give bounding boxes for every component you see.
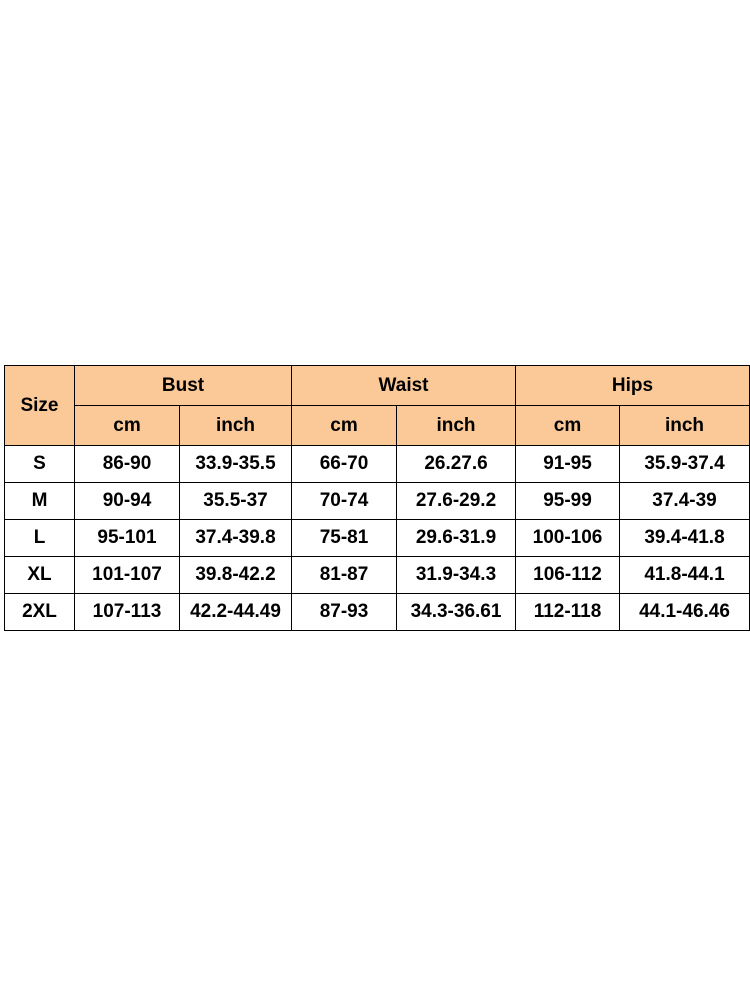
measure-cell: 106-112 — [515, 556, 621, 594]
size-table: Size Bust Waist Hips cm inch cm inch cm inch S 86-9… — [4, 365, 750, 631]
measure-cell: 35.5-37 — [178, 482, 293, 520]
size-cell: L — [4, 519, 75, 557]
measure-cell: 39.8-42.2 — [178, 556, 293, 594]
measure-cell: 90-94 — [74, 482, 180, 520]
measure-cell: 91-95 — [515, 445, 621, 483]
measure-cell: 37.4-39.8 — [178, 519, 293, 557]
measure-cell: 26.27.6 — [396, 445, 517, 483]
unit-header: cm — [74, 405, 180, 446]
measure-cell: 75-81 — [291, 519, 398, 557]
measure-cell: 101-107 — [74, 556, 180, 594]
size-cell: M — [4, 482, 75, 520]
measure-cell: 87-93 — [291, 593, 398, 631]
measure-cell: 39.4-41.8 — [619, 519, 750, 557]
measure-cell: 37.4-39 — [619, 482, 750, 520]
unit-header: cm — [291, 405, 398, 446]
measure-cell: 29.6-31.9 — [396, 519, 517, 557]
measure-cell: 112-118 — [515, 593, 621, 631]
measure-cell: 81-87 — [291, 556, 398, 594]
measure-cell: 35.9-37.4 — [619, 445, 750, 483]
measure-cell: 107-113 — [74, 593, 180, 631]
size-cell: XL — [4, 556, 75, 594]
unit-row: cm inch cm inch cm inch — [5, 405, 750, 446]
group-header: Bust — [73, 365, 293, 406]
measure-cell: 31.9-34.3 — [396, 556, 517, 594]
size-cell: 2XL — [4, 593, 75, 631]
measure-cell: 66-70 — [291, 445, 398, 483]
group-header: Hips — [515, 365, 750, 406]
data-row: 2XL 107-113 42.2-44.49 87-93 34.3-36.61 112-1… — [4, 593, 750, 631]
measure-cell: 27.6-29.2 — [396, 482, 517, 520]
size-cell: S — [4, 445, 75, 483]
measure-cell: 42.2-44.49 — [178, 593, 293, 631]
measure-cell: 100-106 — [515, 519, 621, 557]
data-row: XL 101-107 39.8-42.2 81-87 31.9-34.3 106-112 4… — [4, 556, 750, 594]
group-header: Waist — [291, 365, 517, 406]
corner-header: Size — [4, 365, 75, 446]
data-row: S 86-90 33.9-35.5 66-70 26.27.6 91-95 35.9-37.… — [4, 445, 750, 483]
unit-header: inch — [178, 405, 293, 446]
data-row: L 95-101 37.4-39.8 75-81 29.6-31.9 100-106 39.… — [4, 519, 750, 557]
header-row: Size Bust Waist Hips — [4, 365, 750, 446]
unit-header: cm — [515, 405, 621, 446]
measure-cell: 70-74 — [291, 482, 398, 520]
measure-cell: 95-101 — [74, 519, 180, 557]
data-row: M 90-94 35.5-37 70-74 27.6-29.2 95-99 37.4-39 — [4, 482, 750, 520]
measure-cell: 44.1-46.46 — [619, 593, 750, 631]
measure-cell: 41.8-44.1 — [619, 556, 750, 594]
unit-header: inch — [396, 405, 517, 446]
measure-cell: 86-90 — [74, 445, 180, 483]
unit-header: inch — [619, 405, 750, 446]
measure-cell: 34.3-36.61 — [396, 593, 517, 631]
measure-cell: 95-99 — [515, 482, 621, 520]
measure-cell: 33.9-35.5 — [178, 445, 293, 483]
